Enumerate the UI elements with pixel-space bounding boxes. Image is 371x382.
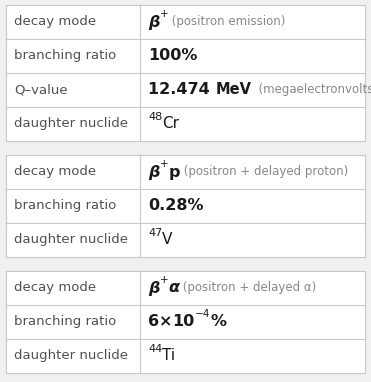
Text: 0.28%: 0.28% bbox=[148, 199, 204, 214]
Text: decay mode: decay mode bbox=[14, 165, 96, 178]
Text: 12.474: 12.474 bbox=[148, 83, 216, 97]
Text: 10: 10 bbox=[173, 314, 195, 330]
Text: (positron + delayed proton): (positron + delayed proton) bbox=[180, 165, 348, 178]
Text: Q–value: Q–value bbox=[14, 84, 68, 97]
Bar bbox=[6, 271, 365, 373]
Text: 44: 44 bbox=[148, 344, 162, 354]
Bar bbox=[6, 5, 365, 141]
Text: daughter nuclide: daughter nuclide bbox=[14, 233, 128, 246]
Text: Cr: Cr bbox=[162, 117, 179, 131]
Text: 48: 48 bbox=[148, 112, 162, 122]
Text: branching ratio: branching ratio bbox=[14, 316, 116, 329]
Bar bbox=[6, 271, 365, 373]
Text: (positron + delayed α): (positron + delayed α) bbox=[179, 282, 316, 295]
Text: +: + bbox=[160, 275, 168, 285]
Text: decay mode: decay mode bbox=[14, 16, 96, 29]
Text: ×: × bbox=[159, 314, 173, 330]
Text: branching ratio: branching ratio bbox=[14, 50, 116, 63]
Text: Ti: Ti bbox=[162, 348, 175, 364]
Text: MeV: MeV bbox=[216, 83, 252, 97]
Text: p: p bbox=[168, 165, 180, 180]
Text: +: + bbox=[160, 159, 168, 169]
Text: decay mode: decay mode bbox=[14, 282, 96, 295]
Text: 100%: 100% bbox=[148, 49, 197, 63]
Text: +: + bbox=[160, 9, 168, 19]
Text: daughter nuclide: daughter nuclide bbox=[14, 350, 128, 363]
Text: β: β bbox=[148, 15, 160, 29]
Text: 6: 6 bbox=[148, 314, 159, 330]
Text: daughter nuclide: daughter nuclide bbox=[14, 118, 128, 131]
Text: −4: −4 bbox=[195, 309, 210, 319]
Text: branching ratio: branching ratio bbox=[14, 199, 116, 212]
Text: %: % bbox=[210, 314, 226, 330]
Text: α: α bbox=[168, 280, 179, 296]
Text: (positron emission): (positron emission) bbox=[168, 16, 286, 29]
Bar bbox=[6, 5, 365, 141]
Bar bbox=[6, 155, 365, 257]
Text: 47: 47 bbox=[148, 228, 162, 238]
Text: V: V bbox=[162, 233, 173, 248]
Text: (megaelectronvolts): (megaelectronvolts) bbox=[252, 84, 371, 97]
Text: β: β bbox=[148, 280, 160, 296]
Text: β: β bbox=[148, 165, 160, 180]
Bar bbox=[6, 155, 365, 257]
